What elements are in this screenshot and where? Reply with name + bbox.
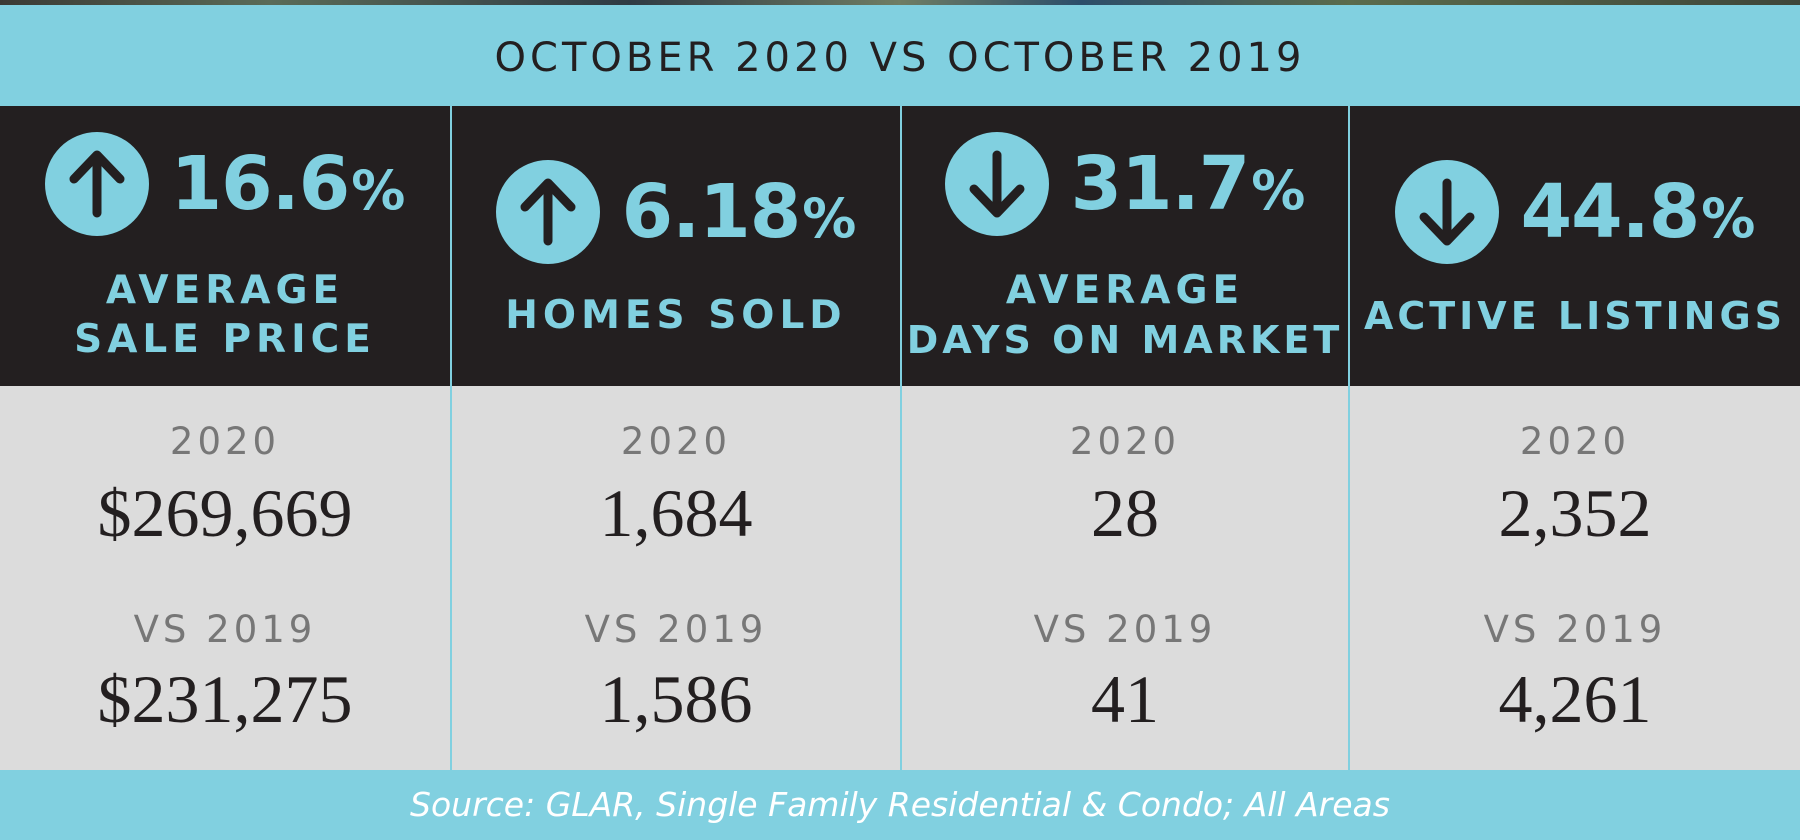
arrow-up-icon	[44, 132, 149, 236]
stat-change-row: 31.7%	[902, 132, 1348, 236]
percent-value: 44.8	[1520, 169, 1701, 255]
stat-label-line1: HOMES SOLD	[505, 293, 847, 338]
stat-column-average-sale-price: 16.6% AVERAGE SALE PRICE 2020 $269,669 V…	[0, 106, 452, 770]
stat-change-row: 44.8%	[1350, 160, 1800, 264]
stat-values-panel: 2020 2,352 VS 2019 4,261	[1350, 386, 1800, 770]
arrow-down-icon	[1394, 160, 1499, 264]
stat-column-average-days-on-market: 31.7% AVERAGE DAYS ON MARKET 2020 28 VS …	[902, 106, 1350, 770]
stat-change-row: 16.6%	[0, 132, 450, 236]
percent-change: 44.8%	[1521, 169, 1756, 255]
stat-change-row: 6.18%	[452, 160, 900, 264]
arrow-up-icon	[495, 160, 600, 264]
header-banner: OCTOBER 2020 VS OCTOBER 2019	[0, 5, 1800, 106]
source-note: Source: GLAR, Single Family Residential …	[410, 784, 1390, 824]
photo-strip	[0, 0, 1800, 5]
stat-header-panel: 44.8% ACTIVE LISTINGS	[1350, 106, 1800, 386]
stat-values-panel: 2020 28 VS 2019 41	[902, 386, 1348, 770]
year-2019-label: VS 2019	[1033, 608, 1217, 651]
year-2020-label: 2020	[169, 420, 281, 463]
percent-value: 31.7	[1070, 141, 1251, 227]
stat-values-panel: 2020 $269,669 VS 2019 $231,275	[0, 386, 450, 770]
percent-value: 16.6	[170, 141, 351, 227]
percent-symbol: %	[1701, 187, 1756, 250]
year-2020-label: 2020	[620, 420, 732, 463]
stat-label-line2: DAYS ON MARKET	[906, 318, 1344, 362]
stat-header-panel: 16.6% AVERAGE SALE PRICE	[0, 106, 450, 386]
stat-label-line1: AVERAGE	[1005, 268, 1245, 313]
stats-grid: 16.6% AVERAGE SALE PRICE 2020 $269,669 V…	[0, 106, 1800, 770]
stat-header-panel: 6.18% HOMES SOLD	[452, 106, 900, 386]
value-2019: 1,586	[599, 661, 753, 737]
value-2019: 41	[1091, 661, 1159, 737]
percent-value: 6.18	[621, 169, 802, 255]
percent-symbol: %	[802, 187, 857, 250]
stat-column-homes-sold: 6.18% HOMES SOLD 2020 1,684 VS 2019 1,58…	[452, 106, 902, 770]
value-2019: $231,275	[97, 661, 353, 737]
value-2020: 2,352	[1498, 475, 1652, 551]
stat-header-panel: 31.7% AVERAGE DAYS ON MARKET	[902, 106, 1348, 386]
stat-column-active-listings: 44.8% ACTIVE LISTINGS 2020 2,352 VS 2019…	[1350, 106, 1800, 770]
value-2019: 4,261	[1498, 661, 1652, 737]
percent-change: 6.18%	[622, 169, 857, 255]
stat-label-line1: AVERAGE	[105, 268, 345, 313]
footer-banner: Source: GLAR, Single Family Residential …	[0, 770, 1800, 840]
year-2019-label: VS 2019	[584, 608, 768, 651]
year-2019-label: VS 2019	[1483, 608, 1667, 651]
stat-label-line1: ACTIVE LISTINGS	[1363, 294, 1787, 338]
stat-label-line2: SALE PRICE	[74, 317, 376, 362]
percent-change: 16.6%	[171, 141, 406, 227]
stat-values-panel: 2020 1,684 VS 2019 1,586	[452, 386, 900, 770]
value-2020: 1,684	[599, 475, 753, 551]
value-2020: $269,669	[97, 475, 353, 551]
percent-symbol: %	[351, 159, 406, 222]
percent-symbol: %	[1251, 159, 1306, 222]
value-2020: 28	[1091, 475, 1159, 551]
arrow-down-icon	[944, 132, 1049, 236]
year-2020-label: 2020	[1069, 420, 1181, 463]
year-2020-label: 2020	[1519, 420, 1631, 463]
percent-change: 31.7%	[1071, 141, 1306, 227]
page-title: OCTOBER 2020 VS OCTOBER 2019	[494, 34, 1306, 81]
year-2019-label: VS 2019	[133, 608, 317, 651]
